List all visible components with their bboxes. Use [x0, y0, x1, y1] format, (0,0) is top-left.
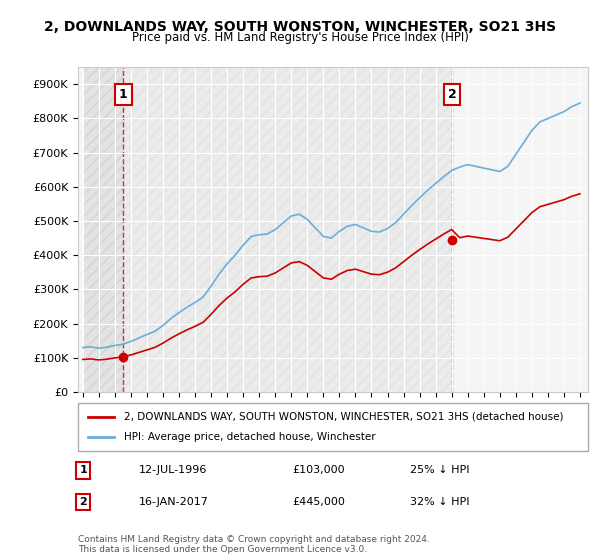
Text: 2, DOWNLANDS WAY, SOUTH WONSTON, WINCHESTER, SO21 3HS (detached house): 2, DOWNLANDS WAY, SOUTH WONSTON, WINCHES…	[124, 412, 563, 422]
Text: 2: 2	[448, 88, 457, 101]
Text: £103,000: £103,000	[292, 465, 345, 475]
Text: 2, DOWNLANDS WAY, SOUTH WONSTON, WINCHESTER, SO21 3HS: 2, DOWNLANDS WAY, SOUTH WONSTON, WINCHES…	[44, 20, 556, 34]
Text: 2: 2	[79, 497, 87, 507]
Text: 1: 1	[119, 88, 128, 101]
Text: Contains HM Land Registry data © Crown copyright and database right 2024.
This d: Contains HM Land Registry data © Crown c…	[78, 535, 430, 554]
Bar	[124, 67, 452, 392]
FancyBboxPatch shape	[78, 403, 588, 451]
Text: 25% ↓ HPI: 25% ↓ HPI	[409, 465, 469, 475]
Text: 32% ↓ HPI: 32% ↓ HPI	[409, 497, 469, 507]
Text: Price paid vs. HM Land Registry's House Price Index (HPI): Price paid vs. HM Land Registry's House …	[131, 31, 469, 44]
Text: 12-JUL-1996: 12-JUL-1996	[139, 465, 208, 475]
Bar	[83, 67, 124, 392]
Text: 1: 1	[79, 465, 87, 475]
Text: HPI: Average price, detached house, Winchester: HPI: Average price, detached house, Winc…	[124, 432, 376, 442]
Text: 16-JAN-2017: 16-JAN-2017	[139, 497, 209, 507]
Text: £445,000: £445,000	[292, 497, 345, 507]
